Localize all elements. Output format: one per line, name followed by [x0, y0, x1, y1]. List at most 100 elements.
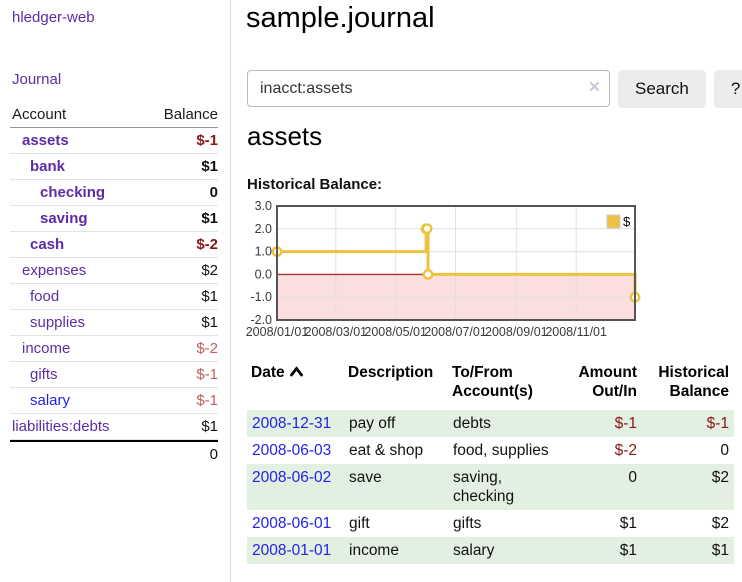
- transaction-accounts: gifts: [453, 515, 482, 532]
- app-title-link[interactable]: hledger-web: [12, 9, 95, 26]
- account-balance: $-1: [196, 132, 218, 149]
- transaction-accounts: food, supplies: [453, 442, 549, 459]
- account-link-bank[interactable]: bank: [30, 158, 66, 175]
- account-balance: $1: [201, 418, 218, 435]
- svg-text:-1.0: -1.0: [250, 290, 272, 304]
- transaction-balance: $2: [642, 464, 734, 510]
- svg-text:2008/09/01: 2008/09/01: [485, 325, 548, 339]
- transaction-date-link[interactable]: 2008-06-02: [252, 469, 332, 486]
- column-header-date-label: Date: [251, 364, 285, 381]
- account-link-salary[interactable]: salary: [30, 392, 71, 409]
- main-content: sample.journal × Search ? assets Histori…: [230, 0, 742, 582]
- account-link-assets[interactable]: assets: [22, 132, 69, 149]
- svg-text:2008/05/01: 2008/05/01: [364, 325, 427, 339]
- balance-chart-svg: $3.0 2.0 1.0 0.0 -1.0 -2.02008/01/012008/03/0…: [246, 199, 641, 339]
- account-balance: $-2: [196, 340, 218, 357]
- account-row-food: food $1: [10, 284, 218, 310]
- register-table: Date Description To/From Account(s) Amou…: [247, 360, 734, 564]
- page-title: sample.journal: [246, 2, 435, 34]
- svg-text:2008/07/01: 2008/07/01: [424, 325, 487, 339]
- accounts-header-balance: Balance: [163, 106, 218, 123]
- transaction-balance: $2: [711, 515, 729, 532]
- svg-text:$: $: [623, 214, 631, 229]
- transaction-balance: $-1: [642, 410, 734, 437]
- transaction-description: gift: [349, 515, 370, 532]
- search-button[interactable]: Search: [618, 70, 706, 108]
- transaction-amount: $1: [558, 537, 642, 564]
- account-row-income: income $-2: [10, 336, 218, 362]
- transaction-date-link[interactable]: 2008-06-01: [252, 515, 332, 532]
- account-link-cash[interactable]: cash: [30, 236, 65, 253]
- account-link-food[interactable]: food: [30, 288, 60, 305]
- register-row: 2008-12-31 pay off debts $-1 $-1: [247, 410, 734, 437]
- accounts-total-value: 0: [209, 446, 218, 463]
- account-row-supplies: supplies $1: [10, 310, 218, 336]
- transaction-balance: 0: [720, 442, 729, 459]
- search-box: ×: [247, 70, 610, 108]
- historical-balance-chart: $3.0 2.0 1.0 0.0 -1.0 -2.0 2008/01/01 2008/03/0…: [246, 199, 728, 348]
- account-balance: $2: [201, 262, 218, 279]
- svg-text:2008/11/01: 2008/11/01: [545, 325, 607, 339]
- account-balance: $1: [201, 288, 218, 305]
- account-balance: $1: [201, 314, 218, 331]
- column-header-accounts: To/From Account(s): [452, 364, 533, 400]
- accounts-total-row: 0: [10, 440, 218, 468]
- clear-search-icon[interactable]: ×: [588, 77, 600, 98]
- transaction-description: eat & shop: [349, 442, 424, 459]
- chart-title: Historical Balance:: [247, 176, 383, 193]
- transaction-balance: $1: [642, 537, 734, 564]
- account-balance: $1: [201, 210, 218, 227]
- column-header-date[interactable]: Date: [247, 360, 344, 410]
- svg-text:1.0: 1.0: [255, 245, 272, 259]
- svg-text:2008/03/01: 2008/03/01: [305, 325, 368, 339]
- account-row-assets: assets $-1: [10, 128, 218, 154]
- account-row-liabilities-debts: liabilities:debts $1: [10, 414, 218, 440]
- account-heading: assets: [247, 121, 323, 151]
- accounts-header-account: Account: [12, 106, 67, 123]
- svg-text:3.0: 3.0: [255, 199, 272, 213]
- transaction-accounts: saving, checking: [448, 464, 558, 510]
- help-button[interactable]: ?: [713, 70, 742, 108]
- account-link-supplies[interactable]: supplies: [30, 314, 86, 331]
- sidebar-item-journal[interactable]: Journal: [12, 71, 62, 88]
- search-input[interactable]: [247, 70, 610, 107]
- transaction-amount: $-2: [614, 442, 637, 459]
- register-header-row: Date Description To/From Account(s) Amou…: [247, 360, 734, 410]
- register-row: 2008-06-03 eat & shop food, supplies $-2…: [247, 437, 734, 464]
- transaction-description: save: [344, 464, 448, 510]
- transaction-date-link[interactable]: 2008-06-03: [252, 442, 332, 459]
- account-link-gifts[interactable]: gifts: [30, 366, 58, 383]
- account-link-income[interactable]: income: [22, 340, 71, 357]
- svg-text:2008/01/01: 2008/01/01: [246, 325, 309, 339]
- sidebar: hledger-web Journal Account Balance asse…: [0, 0, 231, 582]
- svg-text:-2.0: -2.0: [250, 313, 272, 327]
- register-row: 2008-06-02 save saving, checking 0 $2: [247, 464, 734, 510]
- account-link-liabilities-debts[interactable]: liabilities:debts: [12, 418, 110, 435]
- account-row-saving: saving $1: [10, 206, 218, 232]
- account-row-cash: cash $-2: [10, 232, 218, 258]
- account-row-salary: salary $-1: [10, 388, 218, 414]
- account-link-saving[interactable]: saving: [40, 210, 88, 227]
- transaction-accounts: salary: [448, 537, 558, 564]
- transaction-date-link[interactable]: 2008-01-01: [252, 542, 332, 559]
- account-link-checking[interactable]: checking: [40, 184, 106, 201]
- transaction-date-link[interactable]: 2008-12-31: [252, 415, 332, 432]
- transaction-amount: $1: [619, 515, 637, 532]
- transaction-amount: $-1: [558, 410, 642, 437]
- account-balance: $-2: [196, 236, 218, 253]
- svg-text:0.0: 0.0: [255, 267, 272, 281]
- column-header-amount: Amount Out/In: [578, 364, 637, 400]
- account-row-expenses: expenses $2: [10, 258, 218, 284]
- account-balance: 0: [209, 184, 218, 201]
- account-balance: $-1: [196, 366, 218, 383]
- transaction-accounts: debts: [448, 410, 558, 437]
- accounts-table-header: Account Balance: [10, 102, 218, 128]
- account-balance: $-1: [196, 392, 218, 409]
- sort-ascending-icon: [289, 366, 303, 377]
- transaction-amount: 0: [558, 464, 642, 510]
- account-row-gifts: gifts $-1: [10, 362, 218, 388]
- account-balance: $1: [201, 158, 218, 175]
- account-row-bank: bank $1: [10, 154, 218, 180]
- account-link-expenses[interactable]: expenses: [22, 262, 87, 279]
